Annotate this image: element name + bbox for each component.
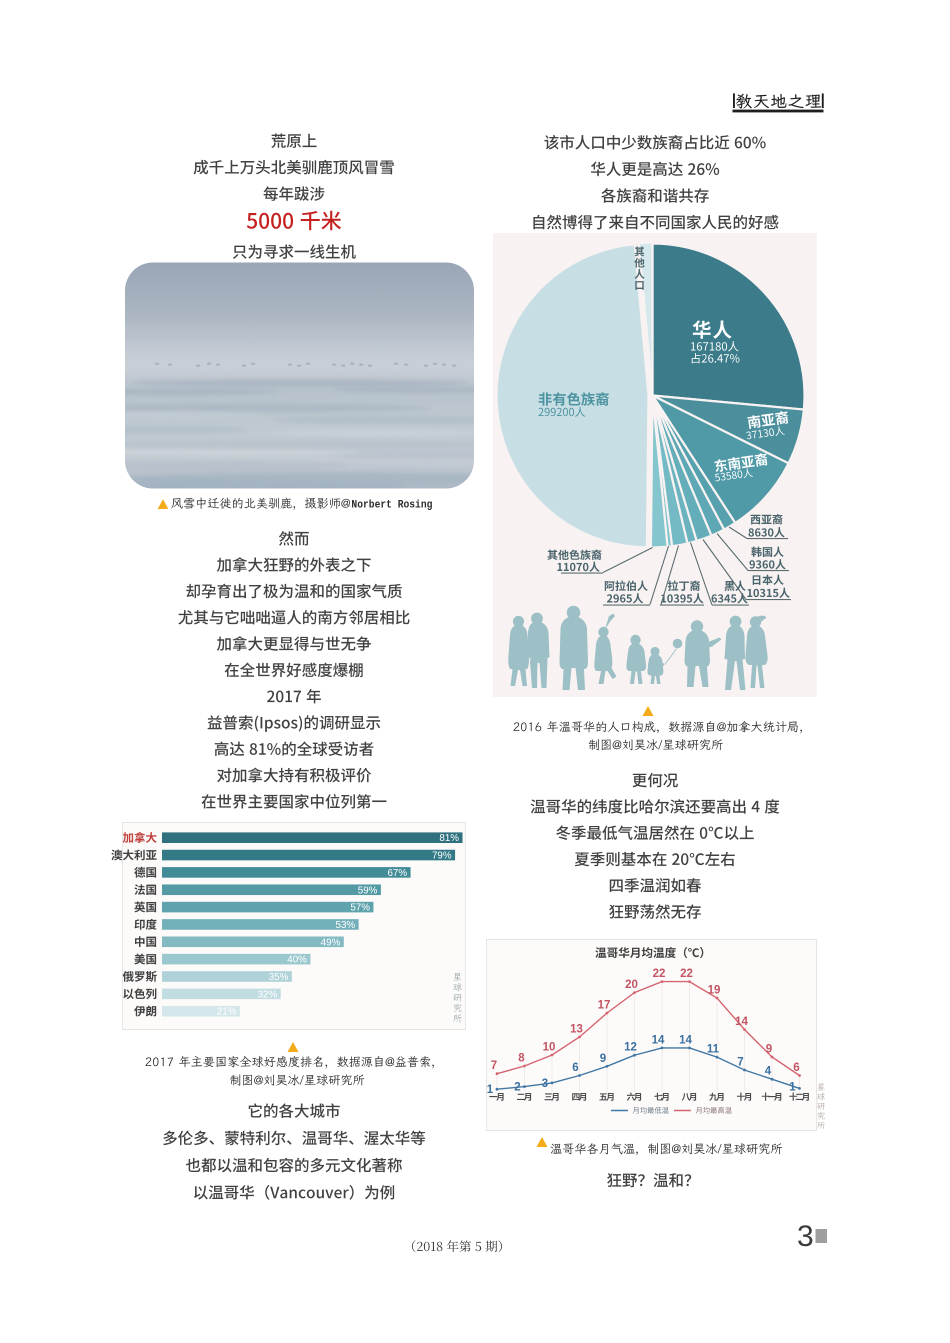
- svg-text:3: 3: [542, 1078, 548, 1090]
- svg-text:12: 12: [624, 1042, 637, 1054]
- svg-text:7: 7: [737, 1057, 743, 1069]
- svg-text:19: 19: [708, 985, 721, 997]
- svg-text:21%: 21%: [217, 1007, 237, 1018]
- svg-text:11: 11: [707, 1044, 720, 1056]
- svg-text:22: 22: [653, 968, 666, 980]
- svg-text:3: 3: [797, 1220, 814, 1253]
- svg-text:1: 1: [789, 1081, 796, 1093]
- svg-text:14: 14: [735, 1016, 748, 1028]
- svg-text:14: 14: [652, 1034, 665, 1046]
- svg-text:53%: 53%: [336, 920, 356, 931]
- svg-text:22: 22: [680, 968, 693, 980]
- svg-text:9: 9: [766, 1044, 772, 1056]
- svg-text:9: 9: [600, 1053, 606, 1065]
- svg-text:49%: 49%: [321, 937, 341, 948]
- svg-text:2: 2: [514, 1082, 520, 1094]
- svg-text:59%: 59%: [358, 885, 378, 896]
- svg-text:13: 13: [570, 1024, 583, 1036]
- svg-text:14: 14: [679, 1034, 692, 1046]
- svg-text:8: 8: [518, 1053, 525, 1065]
- svg-text:40%: 40%: [287, 955, 307, 966]
- svg-text:20: 20: [625, 979, 638, 991]
- svg-text:35%: 35%: [269, 972, 289, 983]
- svg-text:10: 10: [543, 1042, 556, 1054]
- svg-text:79%: 79%: [432, 851, 452, 862]
- svg-text:7: 7: [491, 1060, 497, 1072]
- svg-text:17: 17: [598, 1000, 611, 1012]
- svg-text:4: 4: [765, 1066, 772, 1078]
- svg-text:1: 1: [487, 1084, 494, 1096]
- svg-text:6: 6: [572, 1062, 578, 1074]
- svg-text:Norbert Rosing: Norbert Rosing: [351, 500, 432, 512]
- svg-text:67%: 67%: [387, 868, 407, 879]
- svg-text:81%: 81%: [439, 833, 459, 844]
- svg-text:32%: 32%: [258, 989, 278, 1000]
- svg-text:57%: 57%: [350, 903, 370, 914]
- svg-text:6: 6: [793, 1062, 799, 1074]
